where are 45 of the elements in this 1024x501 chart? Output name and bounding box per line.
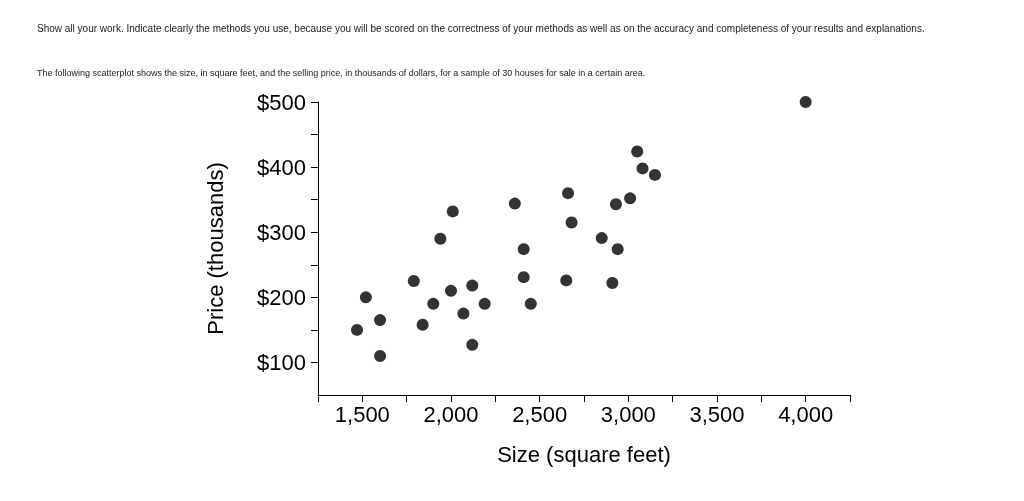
point bbox=[374, 349, 387, 362]
point bbox=[517, 271, 530, 284]
point bbox=[407, 275, 420, 288]
point bbox=[606, 277, 619, 290]
point bbox=[427, 297, 440, 310]
point bbox=[445, 284, 457, 297]
point bbox=[517, 243, 530, 256]
y-tick-label: $400 bbox=[257, 154, 306, 180]
x-tick-label: 3,000 bbox=[600, 401, 656, 427]
point bbox=[631, 145, 644, 158]
point bbox=[508, 197, 521, 210]
point bbox=[562, 187, 575, 200]
point bbox=[560, 274, 573, 287]
y-axis-title: Price (thousands) bbox=[202, 162, 228, 335]
y-tick-label: $300 bbox=[257, 219, 306, 245]
point bbox=[457, 307, 470, 320]
point bbox=[446, 205, 459, 218]
x-tick-label: 2,000 bbox=[423, 401, 479, 427]
point bbox=[611, 243, 624, 256]
chart-subtitle: The following scatterplot shows the size, in square feet, and the selling price, in thousands of dollars, for a sample of 30 houses for sale in a certain area. bbox=[37, 67, 646, 78]
y-tick-label: $500 bbox=[257, 89, 306, 115]
point bbox=[648, 168, 661, 181]
x-tick-label: 4,000 bbox=[778, 401, 834, 427]
x-tick-label: 2,500 bbox=[512, 401, 568, 427]
point bbox=[351, 323, 364, 336]
x-axis-title: Size (square feet) bbox=[497, 441, 671, 467]
point bbox=[359, 291, 372, 304]
point bbox=[478, 297, 491, 310]
point bbox=[524, 297, 537, 310]
point bbox=[609, 198, 622, 211]
point bbox=[466, 279, 479, 292]
point bbox=[799, 96, 812, 108]
point bbox=[636, 162, 649, 175]
point bbox=[466, 338, 479, 351]
point bbox=[416, 318, 429, 331]
point bbox=[565, 216, 578, 229]
x-tick-label: 3,500 bbox=[689, 401, 745, 427]
chart-title: Show all your work. Indicate clearly the methods you use, because you will be scored on the correctness of your methods as well as on the accuracy and completeness of your results and explanations. bbox=[37, 22, 925, 34]
x-tick-label: 1,500 bbox=[334, 401, 390, 427]
y-tick-label: $100 bbox=[257, 349, 306, 375]
point bbox=[595, 232, 608, 245]
point bbox=[624, 192, 637, 205]
point bbox=[374, 314, 387, 327]
point bbox=[434, 232, 447, 245]
y-tick-label: $200 bbox=[257, 284, 306, 310]
